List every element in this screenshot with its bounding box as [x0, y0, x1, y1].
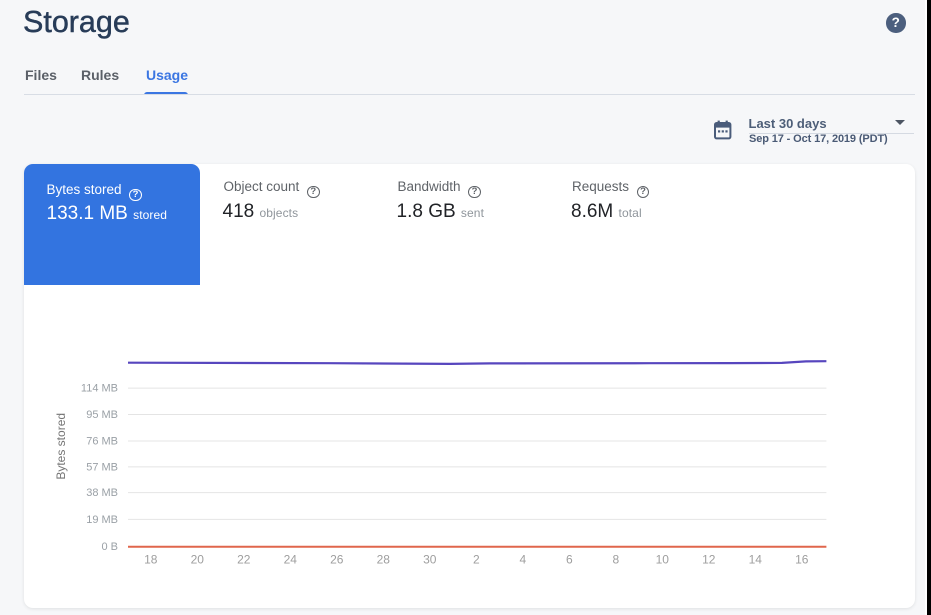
- svg-text:4: 4: [519, 552, 526, 566]
- svg-text:19 MB: 19 MB: [86, 513, 118, 525]
- svg-text:76 MB: 76 MB: [86, 435, 118, 447]
- svg-text:30: 30: [423, 552, 437, 566]
- svg-text:Bytes stored: Bytes stored: [54, 412, 68, 479]
- svg-text:16: 16: [795, 552, 809, 566]
- svg-text:14: 14: [749, 552, 763, 566]
- svg-text:12: 12: [702, 552, 716, 566]
- svg-text:57 MB: 57 MB: [86, 461, 118, 473]
- svg-text:8: 8: [612, 552, 619, 566]
- svg-text:18: 18: [144, 552, 158, 566]
- svg-text:114 MB: 114 MB: [81, 382, 118, 394]
- svg-text:2: 2: [473, 552, 480, 566]
- svg-text:6: 6: [566, 552, 573, 566]
- svg-text:26: 26: [330, 552, 344, 566]
- svg-text:20: 20: [191, 552, 205, 566]
- svg-text:0 B: 0 B: [101, 541, 118, 553]
- svg-text:10: 10: [656, 552, 670, 566]
- svg-text:24: 24: [284, 552, 298, 566]
- svg-text:22: 22: [237, 552, 251, 566]
- svg-text:38 MB: 38 MB: [86, 487, 118, 499]
- svg-text:28: 28: [377, 552, 391, 566]
- svg-text:95 MB: 95 MB: [86, 409, 118, 421]
